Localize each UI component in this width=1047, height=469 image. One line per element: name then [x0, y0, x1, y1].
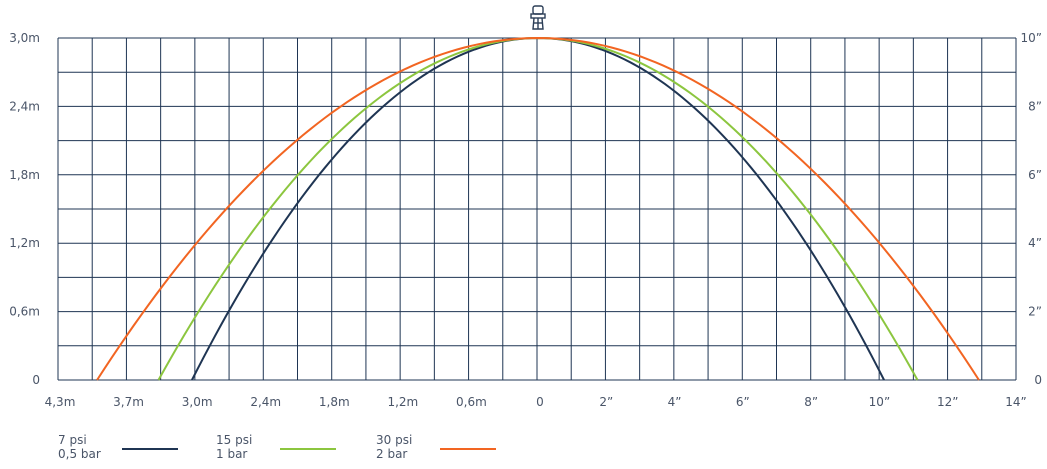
y-axis-right-labels: 0 2” 4” 6” 8” 10”	[1021, 31, 1043, 387]
legend-label-bar: 2 bar	[376, 447, 408, 461]
y-tick-label-right: 2”	[1028, 305, 1042, 319]
x-tick-label: 3,7m	[113, 395, 144, 409]
x-tick-label: 1,2m	[387, 395, 418, 409]
x-tick-label: 2,4m	[250, 395, 281, 409]
series-line-2	[96, 36, 980, 381]
y-tick-label-left: 2,4m	[9, 99, 40, 113]
x-tick-label: 6”	[736, 395, 750, 409]
y-tick-label-right: 10”	[1021, 31, 1043, 45]
y-tick-label-right: 6”	[1028, 168, 1042, 182]
legend-label-psi: 15 psi	[216, 433, 253, 447]
x-tick-label: 3,0m	[182, 395, 213, 409]
legend-swatch-30psi	[440, 448, 496, 450]
x-tick-label: 8”	[804, 395, 818, 409]
y-tick-label-right: 4”	[1028, 236, 1042, 250]
legend-label-bar: 1 bar	[216, 447, 248, 461]
legend-entry-15psi: 15 psi 1 bar	[216, 433, 252, 461]
x-axis-labels: 4,3m 3,7m 3,0m 2,4m 1,8m 1,2m 0,6m 0 2” 4” 6” 8” 10”…	[45, 395, 1027, 409]
x-tick-label: 10”	[869, 395, 891, 409]
legend-label-psi: 7 psi	[58, 433, 87, 447]
y-tick-label-left: 1,2m	[9, 236, 40, 250]
legend-swatch-15psi	[280, 448, 336, 450]
y-tick-label-left: 3,0m	[9, 31, 40, 45]
y-tick-label-right: 8”	[1028, 99, 1042, 113]
chart-grid	[57, 37, 1017, 381]
x-tick-label: 4,3m	[45, 395, 76, 409]
legend-label-bar: 0,5 bar	[58, 447, 101, 461]
x-tick-label: 14”	[1005, 395, 1027, 409]
x-tick-label: 12”	[937, 395, 959, 409]
y-tick-label-right: 0	[1034, 373, 1042, 387]
y-axis-left-labels: 0 0,6m 1,2m 1,8m 2,4m 3,0m	[9, 31, 40, 387]
y-tick-label-left: 0	[32, 373, 40, 387]
legend-entry-7psi: 7 psi 0,5 bar	[58, 433, 101, 461]
x-tick-label: 0	[536, 395, 544, 409]
y-tick-label-left: 0,6m	[9, 305, 40, 319]
x-tick-label: 0,6m	[456, 395, 487, 409]
x-tick-label: 4”	[668, 395, 682, 409]
legend-swatch-7psi	[122, 448, 178, 450]
legend-label-psi: 30 psi	[376, 433, 413, 447]
chart-series	[96, 36, 980, 381]
legend-entry-30psi: 30 psi 2 bar	[376, 433, 412, 461]
x-tick-label: 2”	[599, 395, 613, 409]
y-tick-label-left: 1,8m	[9, 168, 40, 182]
sprinkler-icon	[530, 5, 546, 30]
x-tick-label: 1,8m	[319, 395, 350, 409]
